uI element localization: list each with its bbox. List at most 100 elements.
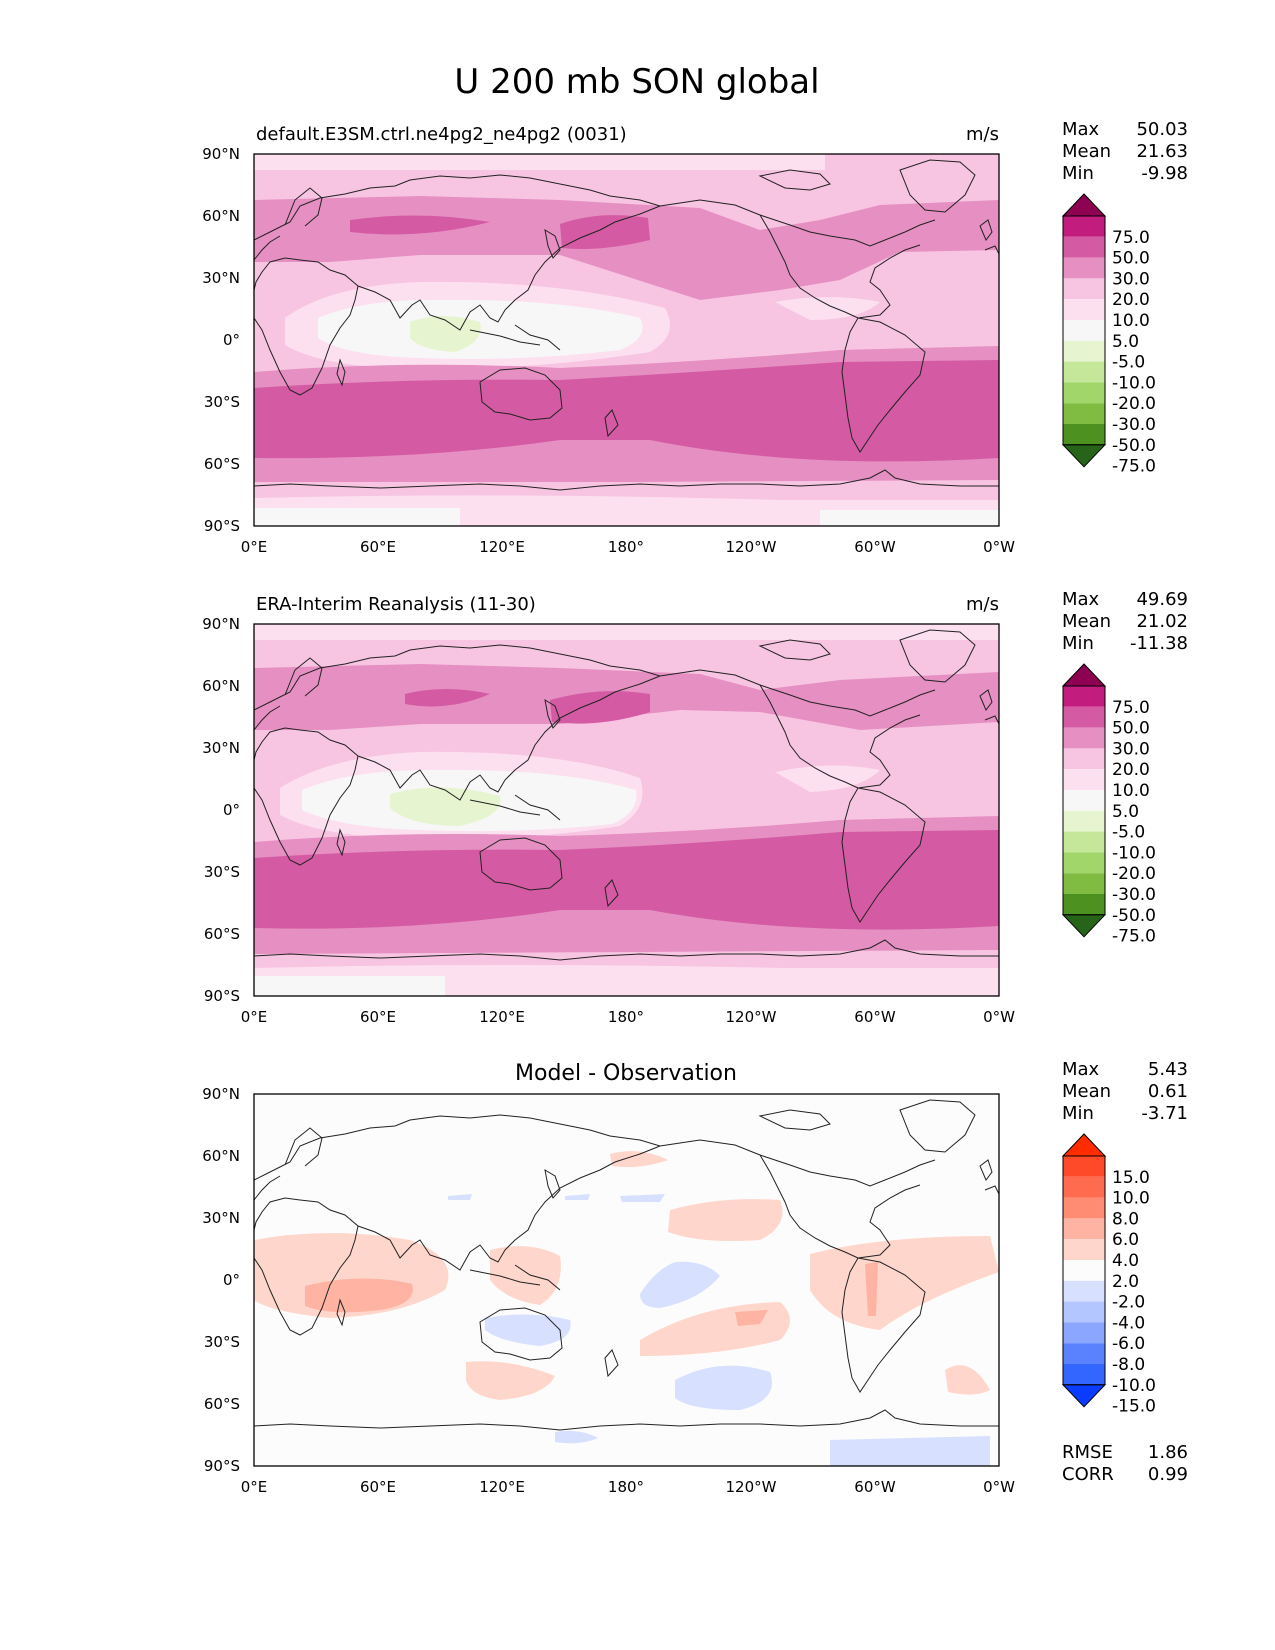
y-axis: 90°N 60°N 30°N 0° 30°S 60°S 90°S [202,615,240,1005]
y-tick-label: 90°S [204,987,240,1005]
stat-label: Max [1062,589,1100,610]
x-tick-label: 0°E [241,1478,268,1496]
y-tick-label: 90°S [204,517,240,535]
colorbar: 15.010.08.06.04.02.0-2.0-4.0-6.0-8.0-10.… [1061,1133,1156,1417]
colorbar-tick-label: 30.0 [1112,269,1150,289]
colorbar-extend-top [1061,1133,1107,1157]
colorbar-segment [1063,424,1105,445]
colorbar-segment [1063,810,1105,832]
stat-label: Mean [1062,141,1111,162]
y-tick-label: 30°N [202,269,240,287]
colorbar-segment [1063,1156,1105,1177]
colorbar-tick-label: -75.0 [1112,457,1156,477]
diff-neg-antarctic-west [830,1436,990,1466]
colorbar-segment [1063,686,1105,707]
contour-band-npole [254,154,999,170]
stat-label: Mean [1062,611,1111,632]
stat-value: -9.98 [1141,163,1188,184]
stat-value: -11.38 [1130,633,1188,654]
colorbar-tick-label: -20.0 [1112,864,1156,884]
y-tick-label: 0° [223,801,240,819]
axes-frame [253,1093,1000,1467]
colorbar-tick-label: 6.0 [1112,1230,1139,1250]
diff-neg-nh-a [448,1194,472,1200]
colorbar-tick-label: -15.0 [1112,1397,1156,1417]
panel-difference: Model - Observation 90°N [202,1059,1188,1496]
metrics-box: RMSE 1.86 CORR 0.99 [1062,1442,1188,1485]
x-tick-label: 0°W [983,538,1015,556]
stat-value: 49.69 [1136,589,1188,610]
diff-pos-satlantic [945,1365,990,1395]
stat-value: 21.02 [1136,611,1188,632]
colorbar-tick-label: -6.0 [1112,1334,1145,1354]
metric-label: CORR [1062,1464,1114,1485]
colorbar-segment [1063,1322,1105,1344]
contour-band-npole-right [825,154,999,174]
colorbar-segment [1063,236,1105,258]
y-tick-label: 60°S [204,925,240,943]
y-tick-label: 60°N [202,207,240,225]
stat-label: Mean [1062,1081,1111,1102]
colorbar-tick-label: -5.0 [1112,823,1145,843]
metric-value: 0.99 [1148,1464,1188,1485]
colorbar-extend-top [1061,193,1107,217]
stat-label: Max [1062,119,1100,140]
colorbar-segment [1063,382,1105,404]
x-axis: 0°E 60°E 120°E 180° 120°W 60°W 0°W [241,1478,1015,1496]
diff-pos-pacific-core [735,1310,768,1326]
x-tick-label: 180° [608,1478,644,1496]
x-tick-label: 60°E [360,1008,396,1026]
colorbar-tick-label: 5.0 [1112,802,1139,822]
axes-frame [253,623,1000,997]
colorbar-segment [1063,727,1105,749]
y-tick-label: 60°S [204,1395,240,1413]
colorbar-segment [1063,320,1105,341]
colorbar-tick-label: 10.0 [1112,311,1150,331]
colorbar-tick-label: 20.0 [1112,760,1150,780]
diff-pos-africa-core [305,1278,413,1313]
y-tick-label: 30°S [204,863,240,881]
y-tick-label: 60°N [202,1147,240,1165]
diff-pos-pacific-nw [610,1151,668,1168]
colorbar-segment [1063,1239,1105,1260]
diff-neg-south-pacific [675,1365,772,1410]
stats-box: Max 5.43 Mean 0.61 Min -3.71 [1062,1059,1188,1124]
y-tick-label: 90°N [202,1085,240,1103]
x-tick-label: 0°W [983,1478,1015,1496]
stat-label: Min [1062,163,1094,184]
x-tick-label: 60°E [360,1478,396,1496]
colorbar-segment [1063,1176,1105,1198]
colorbar-segment [1063,340,1105,362]
colorbar-tick-label: 20.0 [1112,290,1150,310]
diff-pos-pacific-north [668,1199,783,1241]
contour-band-nh-core-asia [350,215,490,235]
y-axis: 90°N 60°N 30°N 0° 30°S 60°S 90°S [202,145,240,535]
panel-title: ERA-Interim Reanalysis (11-30) [256,594,536,615]
contour-band-amer-light [775,297,880,320]
colorbar-tick-label: 10.0 [1112,781,1150,801]
contour-band-spole-white-right [820,510,999,526]
y-tick-label: 60°S [204,455,240,473]
colorbar-segment [1063,1364,1105,1385]
colorbar-tick-label: -50.0 [1112,436,1156,456]
colorbar-tick-label: 5.0 [1112,332,1139,352]
colorbar-segment [1063,831,1105,853]
panel-title: default.E3SM.ctrl.ne4pg2_ne4pg2 (0031) [256,124,627,145]
colorbar-tick-label: 8.0 [1112,1209,1139,1229]
y-tick-label: 90°N [202,615,240,633]
colorbar-tick-label: -2.0 [1112,1293,1145,1313]
colorbar-tick-label: 10.0 [1112,1189,1150,1209]
colorbar-tick-label: -5.0 [1112,353,1145,373]
metric-value: 1.86 [1148,1442,1188,1463]
contour-field [254,624,999,996]
panel-units: m/s [966,594,999,615]
colorbar-tick-label: 30.0 [1112,739,1150,759]
colorbar-tick-label: -75.0 [1112,927,1156,947]
colorbar-segment [1063,769,1105,790]
colorbar-tick-label: -8.0 [1112,1355,1145,1375]
stat-value: 0.61 [1148,1081,1188,1102]
colorbar-tick-label: -50.0 [1112,906,1156,926]
panel-observation: ERA-Interim Reanalysis (11-30) m/s 90°N … [202,589,1188,1026]
panel-units: m/s [966,124,999,145]
stat-label: Min [1062,1103,1094,1124]
